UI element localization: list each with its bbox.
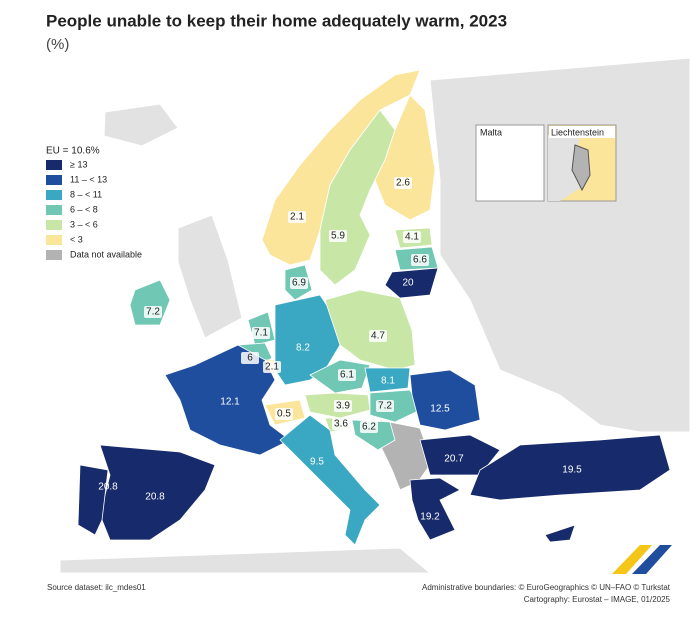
legend-label: 8 – < 11 xyxy=(70,189,102,199)
region xyxy=(419,434,501,476)
region-value: 3.6 xyxy=(334,419,348,430)
region xyxy=(369,389,421,423)
legend-label: Data not available xyxy=(70,249,142,259)
africa-land xyxy=(59,547,432,574)
title: People unable to keep their home adequat… xyxy=(46,11,507,30)
region-value: 12.5 xyxy=(430,404,450,415)
uk-land xyxy=(177,214,243,339)
label-bg xyxy=(338,369,356,381)
legend-label: < 3 xyxy=(70,234,83,244)
label-bg xyxy=(332,418,350,430)
region xyxy=(469,434,671,501)
cartography: Cartography: Eurostat – IMAGE, 01/2025 xyxy=(524,595,671,604)
label-bg xyxy=(369,330,387,342)
region-value: 3.9 xyxy=(336,401,350,412)
subtitle: (%) xyxy=(46,36,69,53)
legend-swatch xyxy=(46,235,62,245)
region xyxy=(409,369,481,431)
legend: ≥ 13 11 – < 13 8 – < 11 6 – < 8 3 – < 6 < 3 Da… xyxy=(46,159,142,260)
region-value: 6.6 xyxy=(413,255,427,266)
region-value: 6.9 xyxy=(292,278,306,289)
legend-swatch xyxy=(46,220,62,230)
region-value: 5.9 xyxy=(331,231,345,242)
label-bg xyxy=(329,230,347,242)
legend-swatch xyxy=(46,205,62,215)
label-bg xyxy=(334,400,352,412)
region-value: 16.9 xyxy=(553,547,573,558)
region-value: 4.7 xyxy=(371,331,385,342)
label-bg xyxy=(252,327,270,339)
iceland-land xyxy=(103,103,179,147)
region-value: 19.2 xyxy=(420,512,440,523)
legend-swatch xyxy=(46,190,62,200)
region-value: 4.1 xyxy=(405,232,419,243)
boundaries: Administrative boundaries: © EuroGeograp… xyxy=(422,583,671,592)
region-value: 8.1 xyxy=(381,376,395,387)
region xyxy=(374,94,436,221)
logo xyxy=(612,545,672,574)
inset-label: Liechtenstein xyxy=(551,127,604,137)
legend-title: EU = 10.6% xyxy=(46,146,100,157)
region-value: 9.5 xyxy=(310,457,324,468)
legend-swatch xyxy=(46,175,62,185)
legend-label: ≥ 13 xyxy=(70,159,87,169)
region-value: 7.1 xyxy=(254,328,268,339)
region-value: 20.8 xyxy=(145,492,165,503)
region xyxy=(364,367,411,393)
legend-label: 11 – < 13 xyxy=(70,174,107,184)
region xyxy=(409,477,461,541)
label-bg xyxy=(275,408,293,420)
region-value: 6.1 xyxy=(340,370,354,381)
label-bg xyxy=(411,254,429,266)
region-value: 20.8 xyxy=(98,482,118,493)
liechtenstein-shape xyxy=(571,144,591,192)
region-value: 8.2 xyxy=(296,343,310,354)
region xyxy=(384,267,439,299)
region-value: 20.7 xyxy=(444,454,464,465)
region-value: 19.5 xyxy=(562,465,582,476)
region xyxy=(544,524,576,543)
region-value: 7.2 xyxy=(146,307,160,318)
inset-label: Malta xyxy=(480,127,502,137)
logo-part xyxy=(632,545,672,574)
region-value: 6.2 xyxy=(362,422,376,433)
region xyxy=(279,414,381,546)
label-bg xyxy=(376,400,394,412)
region-value: 2.6 xyxy=(396,178,410,189)
label-bg xyxy=(360,421,378,433)
region-value: 2.1 xyxy=(265,362,279,373)
region-value: 2.1 xyxy=(290,212,304,223)
label-bg xyxy=(288,211,306,223)
legend-swatch xyxy=(46,160,62,170)
label-bg xyxy=(241,352,259,364)
region xyxy=(324,289,416,371)
label-bg xyxy=(263,361,281,373)
region-value: 20 xyxy=(402,278,414,289)
region-value: 6 xyxy=(247,353,253,364)
region-value: 0.5 xyxy=(277,409,291,420)
label-bg xyxy=(394,177,412,189)
legend-label: 3 – < 6 xyxy=(70,219,98,229)
source: Source dataset: ilc_mdes01 xyxy=(47,583,146,592)
malta-inset xyxy=(475,124,545,202)
inset-title-bg xyxy=(549,126,615,138)
region-value: 7.2 xyxy=(378,401,392,412)
label-bg xyxy=(290,277,308,289)
region-value: 12.1 xyxy=(220,397,240,408)
logo-part xyxy=(612,545,652,574)
label-bg xyxy=(403,231,421,243)
legend-swatch xyxy=(46,250,62,260)
region xyxy=(77,464,109,536)
label-bg xyxy=(144,306,162,318)
legend-label: 6 – < 8 xyxy=(70,204,98,214)
